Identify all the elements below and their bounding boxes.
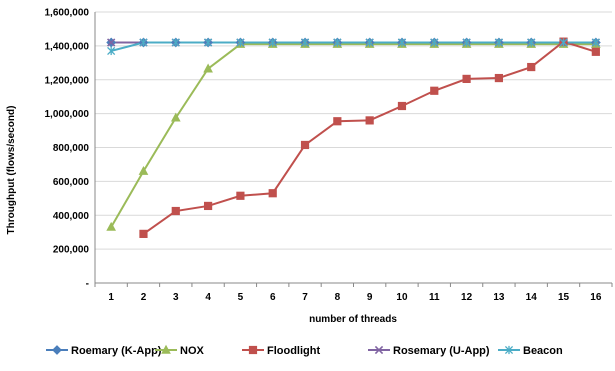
data-point-floodlight	[365, 116, 374, 125]
legend-item-floodlight: Floodlight	[242, 345, 320, 357]
data-point-floodlight	[591, 47, 600, 56]
data-point-beacon	[494, 38, 503, 47]
data-point-beacon	[236, 38, 245, 47]
data-point-floodlight	[527, 62, 536, 72]
x-tick-label: 7	[302, 292, 308, 303]
x-tick-label: 5	[238, 292, 244, 303]
x-tick-label: 16	[590, 292, 602, 303]
data-point-beacon	[591, 38, 600, 47]
data-point-beacon	[527, 38, 536, 47]
data-point-floodlight	[236, 191, 245, 200]
gridlines	[95, 11, 612, 250]
axes	[94, 12, 613, 287]
data-point-nox	[106, 221, 116, 231]
legend-label: Roemary (K-App)	[71, 345, 162, 357]
y-tick-label: 600,000	[53, 177, 90, 188]
y-tick-label: 800,000	[53, 143, 90, 154]
series-lines	[110, 40, 597, 235]
legend-item-nox: NOX	[155, 344, 205, 357]
data-point-beacon	[204, 38, 213, 47]
x-tick-label: 12	[461, 292, 473, 303]
legend-label: Beacon	[523, 345, 563, 357]
x-tick-label: 14	[526, 292, 538, 303]
legend-label: Rosemary (U-App)	[393, 345, 490, 357]
x-tick-label: 4	[205, 292, 211, 303]
data-point-beacon	[462, 38, 471, 47]
legend-item-roemary-k-app: Roemary (K-App)	[46, 345, 162, 357]
data-point-floodlight	[300, 140, 310, 150]
legend-swatch-marker	[374, 345, 384, 355]
data-point-nox	[170, 112, 181, 122]
y-tick-label: 200,000	[53, 245, 90, 256]
legend: Roemary (K-App) NOX Floodlight Rosemary (U-…	[46, 344, 563, 357]
x-tick-label: 10	[396, 292, 408, 303]
x-tick-label: 15	[558, 292, 570, 303]
data-point-floodlight	[139, 229, 148, 238]
data-point-nox	[203, 63, 213, 73]
data-point-beacon	[107, 46, 116, 56]
legend-swatch-marker	[52, 345, 62, 355]
series-markers	[106, 37, 601, 238]
legend-item-rosemary-u-app: Rosemary (U-App)	[368, 345, 490, 357]
legend-swatch-marker	[161, 344, 171, 354]
legend-label: Floodlight	[267, 345, 320, 357]
x-tick-label: 6	[270, 292, 276, 303]
y-tick-label: 1,200,000	[45, 75, 90, 86]
legend-label: NOX	[180, 345, 205, 357]
data-point-floodlight	[462, 74, 471, 84]
x-tick-label: 2	[141, 292, 147, 303]
data-point-beacon	[171, 38, 180, 47]
data-point-beacon	[559, 38, 568, 47]
data-point-floodlight	[430, 86, 439, 95]
x-axis-title: number of threads	[309, 314, 397, 325]
data-point-beacon	[365, 38, 374, 47]
x-tick-label: 1	[108, 292, 114, 303]
legend-item-beacon: Beacon	[498, 345, 563, 357]
x-tick-label: 3	[173, 292, 179, 303]
data-point-beacon	[268, 38, 277, 47]
y-tick-label: 1,000,000	[45, 109, 90, 120]
x-tick-label: 11	[429, 292, 440, 303]
data-point-beacon	[300, 38, 310, 47]
y-tick-label: -	[86, 279, 89, 290]
data-point-floodlight	[333, 117, 342, 126]
data-point-rosemary-u-app-stroke	[106, 38, 116, 47]
series-line-nox	[110, 43, 596, 228]
data-point-nox	[138, 165, 149, 175]
x-tick-label: 8	[335, 292, 341, 303]
data-point-beacon	[430, 38, 439, 47]
x-tick-label: 9	[367, 292, 373, 303]
legend-swatch-marker	[248, 345, 258, 355]
y-tick-label: 1,600,000	[45, 8, 90, 19]
data-point-beacon	[139, 38, 148, 47]
data-point-floodlight	[268, 189, 277, 198]
tick-labels: - 200,000 400,000 600,000 800,000 1,000,000 1,…	[45, 8, 602, 304]
legend-swatch-marker-stroke	[374, 345, 384, 355]
legend-swatch-marker	[504, 345, 514, 355]
y-tick-label: 1,400,000	[45, 41, 90, 52]
data-point-floodlight	[397, 101, 407, 111]
data-point-beacon	[333, 38, 342, 47]
y-tick-label: 400,000	[53, 211, 90, 222]
x-tick-label: 13	[493, 292, 505, 303]
data-point-floodlight	[494, 73, 504, 83]
y-axis-title: Throughput (flows/second)	[6, 106, 17, 235]
data-point-floodlight	[203, 201, 213, 211]
series-line-beacon	[110, 41, 596, 52]
data-point-beacon	[397, 38, 407, 47]
data-point-rosemary-u-app	[106, 38, 116, 47]
data-point-floodlight	[171, 206, 180, 216]
